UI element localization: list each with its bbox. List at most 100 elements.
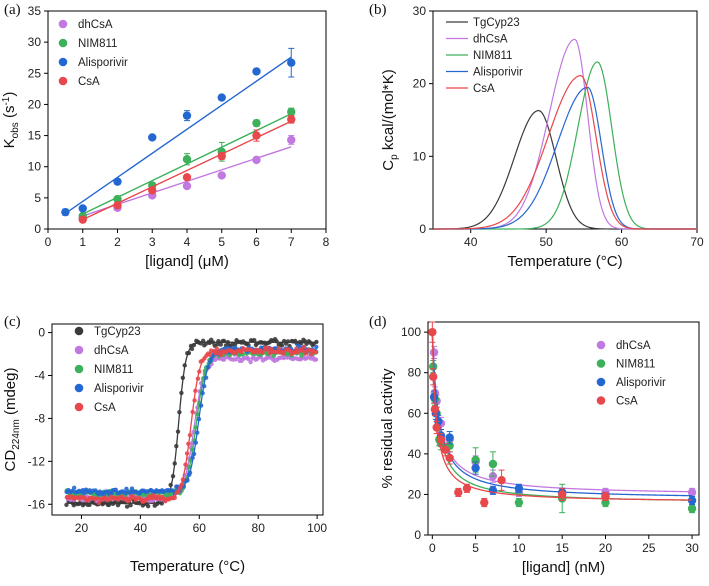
legend-marker-CsA (74, 402, 84, 412)
data-point-CsA (428, 372, 438, 381)
data-point-NIM811 (182, 155, 192, 164)
panel-label: (d) (369, 314, 387, 330)
data-point-CsA (601, 492, 610, 501)
x-tick-label: 70 (690, 235, 704, 249)
data-point-Alisporivir (471, 463, 480, 473)
x-tick-label: 60 (193, 521, 207, 535)
legend-label-Alisporivir: Alisporivir (473, 67, 523, 79)
data-point-NIM811 (252, 118, 261, 128)
data-point-dhCsA (248, 359, 253, 365)
fit-line-NIM811 (431, 332, 693, 501)
data-point-CsA (252, 131, 261, 140)
y-tick-label: -4 (34, 369, 45, 383)
y-tick-label: 40 (408, 447, 422, 461)
y-tick-label: -12 (28, 454, 46, 468)
data-point-Alisporivir (61, 207, 70, 217)
data-point-CsA (182, 173, 192, 182)
data-point-TgCyp23 (128, 503, 133, 508)
data-point-CsA (148, 186, 157, 195)
data-point-dhCsA (429, 348, 439, 357)
data-point-Alisporivir (314, 344, 319, 350)
y-tick-label: 0 (38, 326, 45, 340)
x-tick-label: 0 (429, 541, 436, 555)
y-tick-label: 0 (414, 528, 421, 542)
data-point-CsA (218, 352, 224, 358)
y-tick-label: 25 (28, 66, 42, 80)
legend-label-CsA: CsA (473, 83, 495, 95)
x-tick-label: 40 (464, 235, 478, 249)
data-point-NIM811 (113, 194, 122, 204)
x-tick-label: 7 (288, 235, 295, 249)
x-tick-label: 2 (114, 235, 121, 249)
series-line-Alisporivir (433, 86, 697, 230)
data-point-NIM811 (287, 107, 296, 117)
x-axis-label: Temperature (°C) (507, 253, 622, 270)
y-tick-label: 30 (28, 35, 42, 49)
y-axis-label: Kobs (s-1) (1, 92, 21, 149)
data-point-dhCsA (182, 181, 192, 191)
legend-label-dhCsA: dhCsA (94, 345, 129, 357)
x-tick-label: 8 (323, 235, 330, 249)
legend-marker-Alisporivir (596, 377, 606, 387)
panel-label: (b) (369, 2, 387, 18)
x-tick-label: 40 (134, 521, 148, 535)
series-line-CsA (432, 75, 697, 230)
y-tick-label: 80 (408, 366, 422, 380)
data-point-TgCyp23 (218, 342, 223, 347)
data-point-TgCyp23 (124, 504, 130, 509)
panel-label: (a) (4, 2, 21, 18)
y-axis-label: % residual activity (379, 368, 396, 489)
data-point-Alisporivir (429, 392, 439, 402)
x-tick-label: 100 (307, 521, 327, 535)
data-point-CsA (462, 484, 472, 493)
data-point-Alisporivir (514, 484, 524, 493)
y-axis-label: Cp kcal/(mol*K) (380, 69, 400, 170)
series-Alisporivir (429, 332, 697, 506)
y-tick-label: 0 (419, 222, 426, 236)
data-point-TgCyp23 (285, 339, 291, 344)
y-tick-label: 30 (413, 4, 427, 18)
data-point-Alisporivir (71, 485, 77, 491)
data-point-CsA (113, 201, 122, 210)
data-point-NIM811 (514, 498, 524, 507)
data-point-dhCsA (687, 488, 697, 497)
legend-marker-NIM811 (596, 359, 606, 368)
plot-frame (51, 323, 324, 516)
plot-frame (427, 321, 700, 536)
fit-line-CsA (431, 332, 693, 501)
fit-line-TgCyp23 (66, 341, 318, 504)
data-point-NIM811 (488, 459, 498, 469)
data-point-CsA (267, 351, 273, 356)
legend-label-Alisporivir: Alisporivir (616, 377, 666, 389)
legend-label-CsA: CsA (78, 76, 100, 88)
data-point-dhCsA (287, 135, 296, 145)
y-tick-label: 10 (28, 160, 42, 174)
x-tick-label: 50 (539, 235, 553, 249)
data-point-Alisporivir (217, 93, 226, 102)
data-point-Alisporivir (445, 433, 454, 442)
series-CsA (78, 115, 296, 224)
data-point-Alisporivir (123, 490, 128, 496)
y-tick-label: 20 (28, 97, 42, 111)
x-tick-label: 10 (512, 541, 526, 555)
data-point-CsA (480, 498, 489, 507)
data-point-CsA (301, 344, 307, 350)
x-tick-label: 30 (685, 541, 699, 555)
x-tick-label: 60 (615, 235, 629, 249)
data-point-CsA (430, 405, 440, 414)
legend-marker-dhCsA (74, 345, 84, 355)
series-line-TgCyp23 (433, 109, 697, 230)
legend-marker-dhCsA (596, 340, 606, 350)
legend-label-Alisporivir: Alisporivir (78, 57, 128, 69)
panel-2: 20 40 60 80 100 0 -4 -8 -12 -16 Temperature (°C) CD… (2, 314, 327, 575)
data-point-NIM811 (687, 504, 697, 513)
data-point-CsA (287, 115, 296, 124)
fit-line-dhCsA (66, 357, 318, 499)
data-point-Alisporivir (124, 486, 129, 491)
data-point-TgCyp23 (252, 338, 257, 343)
fit-line-dhCsA (431, 332, 693, 493)
legend-marker-NIM811 (74, 364, 84, 374)
data-point-dhCsA (252, 155, 261, 165)
x-tick-label: 20 (75, 521, 89, 535)
